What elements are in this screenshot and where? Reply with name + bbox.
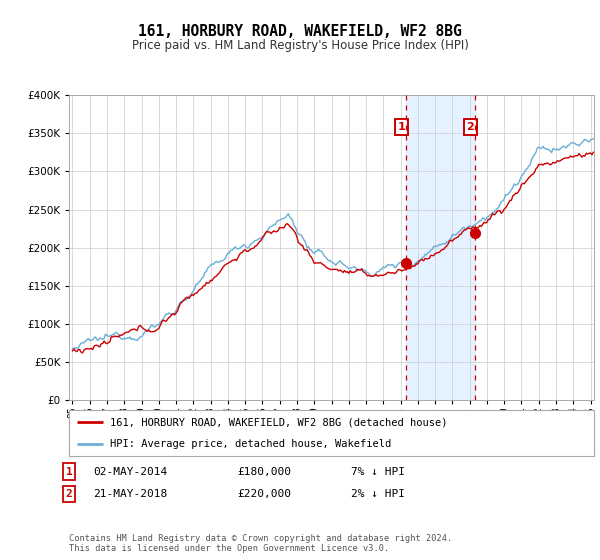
- Text: £180,000: £180,000: [237, 466, 291, 477]
- Bar: [406, 95, 475, 400]
- Text: 02-MAY-2014: 02-MAY-2014: [93, 466, 167, 477]
- Text: Price paid vs. HM Land Registry's House Price Index (HPI): Price paid vs. HM Land Registry's House …: [131, 39, 469, 52]
- Text: £220,000: £220,000: [237, 489, 291, 499]
- Text: 2: 2: [65, 489, 73, 499]
- Text: 161, HORBURY ROAD, WAKEFIELD, WF2 8BG (detached house): 161, HORBURY ROAD, WAKEFIELD, WF2 8BG (d…: [110, 417, 448, 427]
- Text: 1: 1: [65, 466, 73, 477]
- Text: 7% ↓ HPI: 7% ↓ HPI: [351, 466, 405, 477]
- Text: HPI: Average price, detached house, Wakefield: HPI: Average price, detached house, Wake…: [110, 440, 391, 450]
- Text: 161, HORBURY ROAD, WAKEFIELD, WF2 8BG: 161, HORBURY ROAD, WAKEFIELD, WF2 8BG: [138, 24, 462, 39]
- Text: 2% ↓ HPI: 2% ↓ HPI: [351, 489, 405, 499]
- Text: 1: 1: [397, 122, 405, 132]
- Text: 2: 2: [466, 122, 474, 132]
- Text: Contains HM Land Registry data © Crown copyright and database right 2024.
This d: Contains HM Land Registry data © Crown c…: [69, 534, 452, 553]
- Text: 21-MAY-2018: 21-MAY-2018: [93, 489, 167, 499]
